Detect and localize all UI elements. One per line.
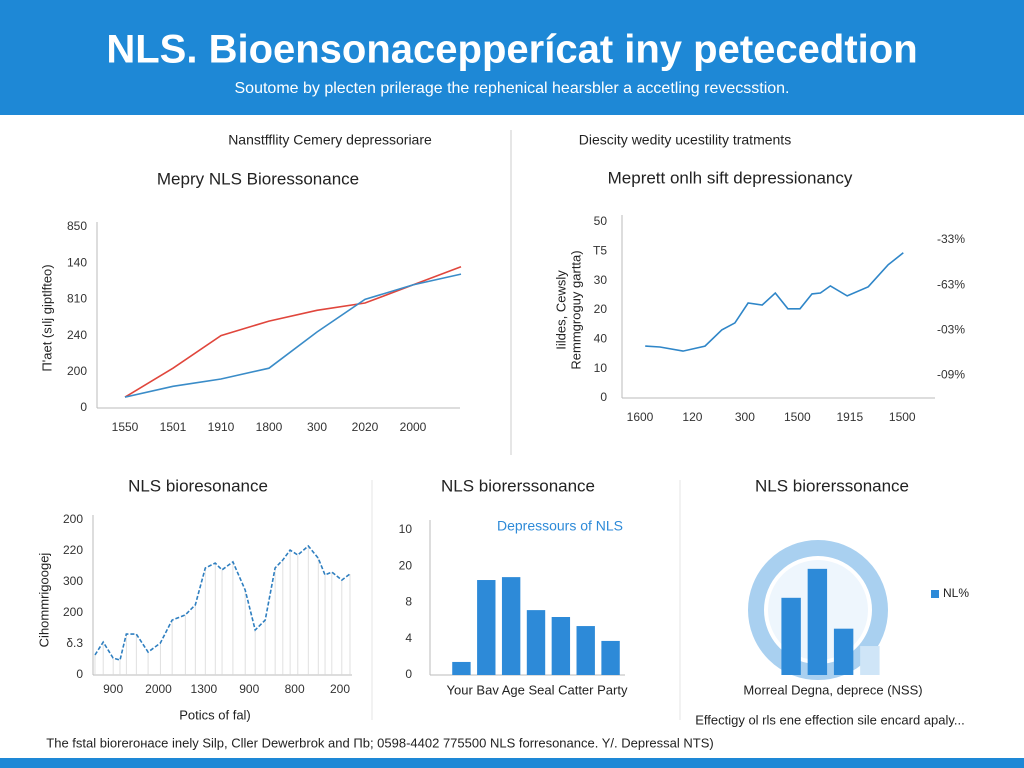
bar [860,646,880,675]
line-series [645,252,904,352]
y-tick-label: 40 [594,332,608,346]
x-axis-label: Your Bav Age Seal Catter Party [447,682,628,697]
bar [501,577,521,675]
bar [833,628,854,675]
y-tick-label: 4 [405,631,412,645]
chart-title: Mepry NLS Bioressonance [157,169,359,188]
x-tick-label: 1800 [256,420,283,434]
y-tick-label: 200 [63,605,83,619]
bar [452,661,471,675]
y2-tick-label: -03% [937,322,965,336]
x-tick-label: 120 [682,410,702,424]
legend-label: NL% [943,586,969,600]
y-tick-label: 200 [67,364,87,378]
chart-title: Meprett onlh sift depressionancy [608,168,853,187]
y-tick-label: 140 [67,255,87,269]
page-title: NLS. Bioensonacepperícat iny petecedtion [106,28,917,72]
x-tick-label: 1300 [191,682,218,696]
x-tick-label: 300 [735,410,755,424]
chart-title: NLS biorerssonance [755,476,909,495]
y-axis-label: Remmgroguy gartta) [568,250,583,369]
bar [781,597,801,675]
annotation: Depressours of NLS [497,518,623,534]
y-tick-label: 200 [63,512,83,526]
y-tick-label: 10 [399,522,413,536]
y-tick-label: 810 [67,292,87,306]
y-axis-label: Iildes, Cewsly [553,270,568,350]
y-tick-label: 850 [67,219,87,233]
y-tick-label: 30 [594,273,608,287]
legend-swatch [931,590,939,598]
bar [477,580,496,675]
bar [601,640,620,675]
x-tick-label: 900 [103,682,123,696]
line-series [124,273,462,398]
y-tick-label: 220 [63,543,83,557]
y2-tick-label: -63% [937,277,965,291]
y-tick-label: 0 [76,667,83,681]
page-subtitle: Soutome by plecten prilerage the repheni… [235,80,790,97]
y-tick-label: 20 [399,558,413,572]
y-tick-label: 300 [63,574,83,588]
source-note: The fstal biorerонace inely Silp, Cller … [46,735,713,750]
y-tick-label: 20 [594,302,608,316]
x-tick-label: 2000 [145,682,172,696]
x-tick-label: 1501 [160,420,187,434]
x-tick-label: 1600 [627,410,654,424]
bar [576,626,595,675]
y-tick-label: 240 [67,328,87,342]
bar [526,610,546,675]
x-tick-label: 300 [307,420,327,434]
x-tick-label: 2020 [352,420,379,434]
chart-title: NLS bioresonance [128,476,268,495]
y2-tick-label: -09% [937,368,965,382]
footnote: Effectigy ol rls ene effection sile enca… [695,712,965,727]
y-axis-label: Π'aet (sılj giptlfteo) [39,264,54,371]
x-tick-label: 2000 [400,420,427,434]
section-title: Nanstfflity Cemery depressoriare [228,132,432,148]
x-axis-label: Potics of fal) [179,707,251,722]
x-tick-label: 1550 [112,420,139,434]
footer-band [0,758,1024,768]
y-tick-label: 0 [405,667,412,681]
x-tick-label: 900 [239,682,259,696]
section-title: Diescity wedity ucestility tratments [579,132,791,148]
y-tick-label: Τ5 [593,244,607,258]
bar [807,568,828,675]
y-tick-label: 0 [600,390,607,404]
header-band [0,0,1024,115]
x-tick-label: 800 [285,682,305,696]
bar [551,617,571,675]
chart-title: NLS biorerssonance [441,476,595,495]
y-tick-label: 0 [80,400,87,414]
x-tick-label: 1910 [208,420,235,434]
x-tick-label: 1915 [836,410,863,424]
y-tick-label: 8 [405,595,412,609]
line-series [94,544,351,662]
y-axis-label: Cihommrigoogej [36,553,51,648]
y-tick-label: 50 [594,214,608,228]
x-tick-label: 1500 [784,410,811,424]
x-tick-label: 200 [330,682,350,696]
x-axis-label: Morreal Degna, deprece (NSS) [743,682,922,697]
y-tick-label: δ.3 [66,636,83,650]
y2-tick-label: -33% [937,232,965,246]
y-tick-label: 10 [594,361,608,375]
x-tick-label: 1500 [889,410,916,424]
